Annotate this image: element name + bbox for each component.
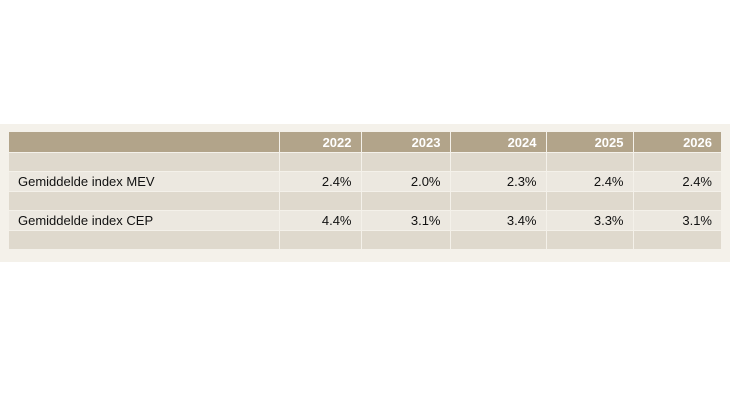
index-table: 2022 2023 2024 2025 2026 Gemiddelde inde…	[9, 132, 721, 250]
spacer-row	[9, 191, 721, 211]
value-cell: 2.3%	[450, 171, 547, 192]
header-year-2026: 2026	[633, 132, 721, 153]
header-year-2022: 2022	[279, 132, 362, 153]
value-cell: 2.4%	[279, 171, 362, 192]
value-cell: 2.4%	[633, 171, 721, 192]
header-year-2025: 2025	[546, 132, 634, 153]
table-row-mev: Gemiddelde index MEV 2.4% 2.0% 2.3% 2.4%…	[9, 171, 721, 192]
spacer-row	[9, 230, 721, 250]
table-row-cep: Gemiddelde index CEP 4.4% 3.1% 3.4% 3.3%…	[9, 210, 721, 231]
value-cell: 3.1%	[633, 210, 721, 231]
row-label: Gemiddelde index MEV	[9, 171, 280, 192]
header-row: 2022 2023 2024 2025 2026	[9, 132, 721, 153]
value-cell: 2.4%	[546, 171, 634, 192]
value-cell: 4.4%	[279, 210, 362, 231]
header-label-cell	[9, 132, 280, 153]
value-cell: 3.1%	[361, 210, 451, 231]
value-cell: 2.0%	[361, 171, 451, 192]
header-year-2024: 2024	[450, 132, 547, 153]
spacer-row	[9, 152, 721, 172]
value-cell: 3.3%	[546, 210, 634, 231]
row-label: Gemiddelde index CEP	[9, 210, 280, 231]
value-cell: 3.4%	[450, 210, 547, 231]
header-year-2023: 2023	[361, 132, 451, 153]
